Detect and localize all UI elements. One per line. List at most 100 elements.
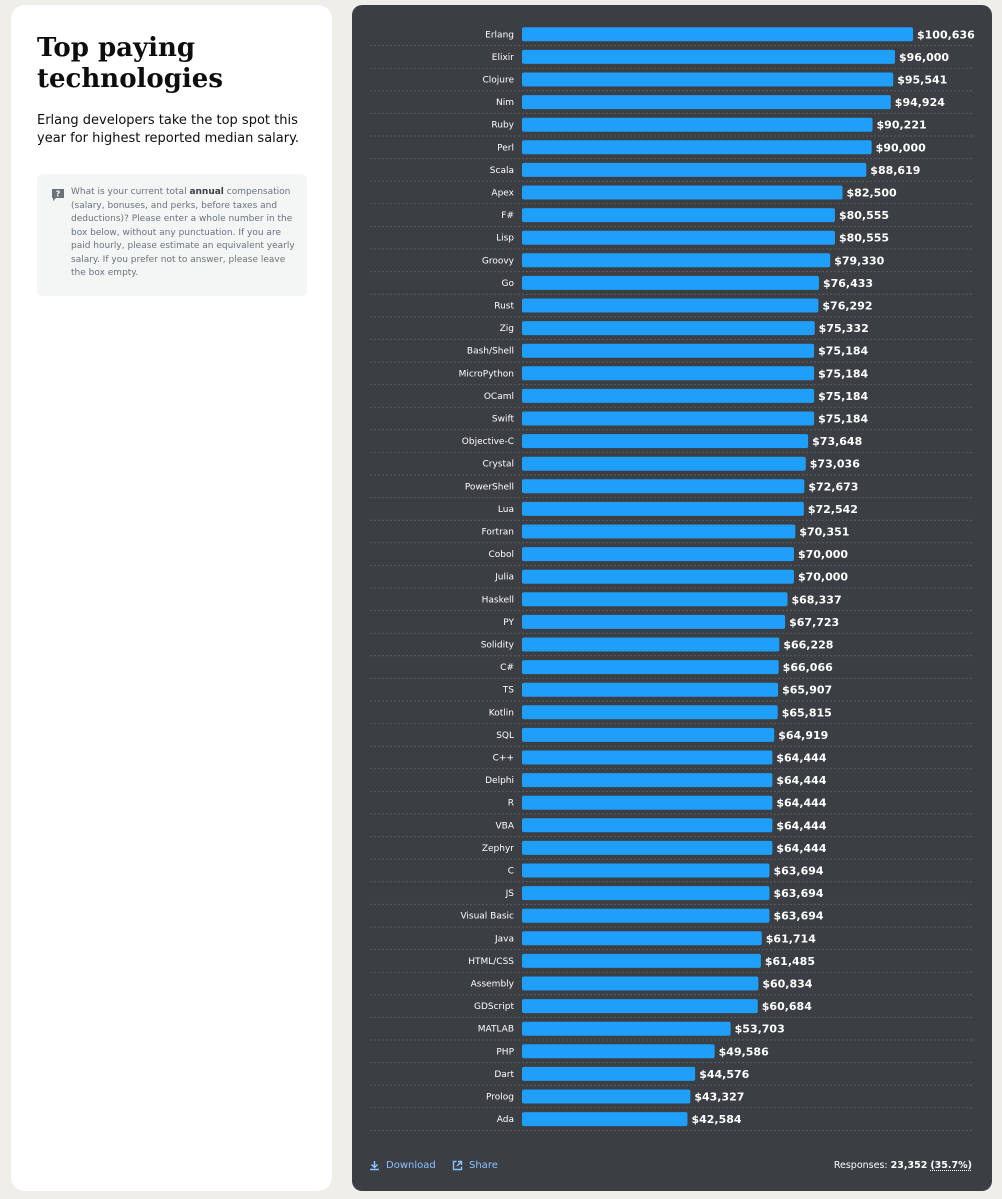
category-label: C# xyxy=(500,663,514,673)
category-label: MATLAB xyxy=(478,1025,514,1035)
bar[interactable] xyxy=(522,931,762,946)
bar[interactable] xyxy=(522,547,794,562)
bar[interactable] xyxy=(522,750,773,765)
bar[interactable] xyxy=(522,1044,715,1059)
bar[interactable] xyxy=(522,773,773,788)
category-label: Haskell xyxy=(482,595,514,605)
value-label: $65,815 xyxy=(782,706,832,719)
category-label: Erlang xyxy=(485,30,514,40)
bar[interactable] xyxy=(522,343,815,358)
bar[interactable] xyxy=(522,908,770,923)
value-label: $80,555 xyxy=(839,232,889,245)
category-label: Rust xyxy=(494,302,514,312)
value-label: $44,576 xyxy=(699,1068,749,1081)
category-label: Apex xyxy=(491,189,514,199)
value-label: $42,584 xyxy=(691,1113,741,1126)
bar[interactable] xyxy=(522,321,815,336)
value-label: $79,330 xyxy=(834,254,884,267)
value-label: $75,332 xyxy=(819,322,869,335)
value-label: $64,919 xyxy=(778,729,828,742)
bar[interactable] xyxy=(522,140,872,155)
bar[interactable] xyxy=(522,795,773,810)
bar[interactable] xyxy=(522,999,758,1014)
bar[interactable] xyxy=(522,1112,688,1127)
bar[interactable] xyxy=(522,1021,731,1036)
bar[interactable] xyxy=(522,162,867,177)
bar[interactable] xyxy=(522,569,794,584)
bar[interactable] xyxy=(522,456,806,471)
bar[interactable] xyxy=(522,479,805,494)
bar[interactable] xyxy=(522,95,891,110)
bar[interactable] xyxy=(522,614,786,629)
category-label: PHP xyxy=(496,1047,514,1057)
survey-question-box: ? What is your current total annual comp… xyxy=(37,174,307,296)
category-label: VBA xyxy=(496,821,515,831)
share-label: Share xyxy=(469,1160,498,1171)
bar[interactable] xyxy=(522,366,815,381)
share-button[interactable]: Share xyxy=(452,1160,498,1171)
value-label: $60,684 xyxy=(762,1000,812,1013)
bar[interactable] xyxy=(522,682,779,697)
bar[interactable] xyxy=(522,976,759,991)
bar[interactable] xyxy=(522,727,775,742)
category-label: Lisp xyxy=(496,234,514,244)
value-label: $53,703 xyxy=(735,1023,785,1036)
value-label: $64,444 xyxy=(776,797,826,810)
bar[interactable] xyxy=(522,818,773,833)
value-label: $95,541 xyxy=(897,74,947,87)
bar[interactable] xyxy=(522,840,773,855)
bar[interactable] xyxy=(522,72,894,87)
bar[interactable] xyxy=(522,863,770,878)
responses-percent[interactable]: (35.7%) xyxy=(930,1160,972,1171)
download-icon xyxy=(370,1161,379,1171)
category-label: PY xyxy=(503,618,514,628)
value-label: $73,036 xyxy=(810,458,860,471)
bar[interactable] xyxy=(522,501,804,516)
bar[interactable] xyxy=(522,253,831,268)
bar[interactable] xyxy=(522,298,819,313)
bar[interactable] xyxy=(522,411,815,426)
value-label: $49,586 xyxy=(719,1045,769,1058)
category-label: Julia xyxy=(494,573,514,583)
bar[interactable] xyxy=(522,388,815,403)
value-label: $64,444 xyxy=(776,819,826,832)
value-label: $75,184 xyxy=(818,345,868,358)
download-button[interactable]: Download xyxy=(369,1160,436,1171)
category-label: Go xyxy=(502,279,515,289)
value-label: $100,636 xyxy=(917,28,975,41)
bar[interactable] xyxy=(522,230,835,245)
download-label: Download xyxy=(386,1160,436,1171)
category-label: Lua xyxy=(498,505,514,515)
bar[interactable] xyxy=(522,705,778,720)
value-label: $66,066 xyxy=(783,661,833,674)
value-label: $66,228 xyxy=(783,639,833,652)
value-label: $64,444 xyxy=(776,774,826,787)
category-label: Visual Basic xyxy=(460,912,514,922)
category-label: Bash/Shell xyxy=(467,347,514,357)
bar[interactable] xyxy=(522,637,780,652)
category-label: GDScript xyxy=(474,1002,514,1012)
bar[interactable] xyxy=(522,117,873,132)
category-label: JS xyxy=(505,889,515,899)
bar[interactable] xyxy=(522,886,770,901)
bar[interactable] xyxy=(522,1089,691,1104)
category-label: Crystal xyxy=(482,460,514,470)
bar[interactable] xyxy=(522,27,913,42)
bar[interactable] xyxy=(522,592,788,607)
bar[interactable] xyxy=(522,524,796,539)
value-label: $80,555 xyxy=(839,209,889,222)
category-label: HTML/CSS xyxy=(468,957,514,967)
bar[interactable] xyxy=(522,208,835,223)
value-label: $68,337 xyxy=(792,593,842,606)
category-label: Kotlin xyxy=(489,708,514,718)
bar[interactable] xyxy=(522,434,809,449)
bar[interactable] xyxy=(522,185,843,200)
bar[interactable] xyxy=(522,660,779,675)
chart-panel: Erlang $100,636 Elixir $96,000 Clojure $95,54… xyxy=(352,5,992,1191)
bar[interactable] xyxy=(522,49,895,64)
responses-count: 23,352 xyxy=(890,1160,928,1171)
category-label: Cobol xyxy=(488,550,514,560)
bar[interactable] xyxy=(522,953,761,968)
bar[interactable] xyxy=(522,1066,696,1081)
bar[interactable] xyxy=(522,275,819,290)
